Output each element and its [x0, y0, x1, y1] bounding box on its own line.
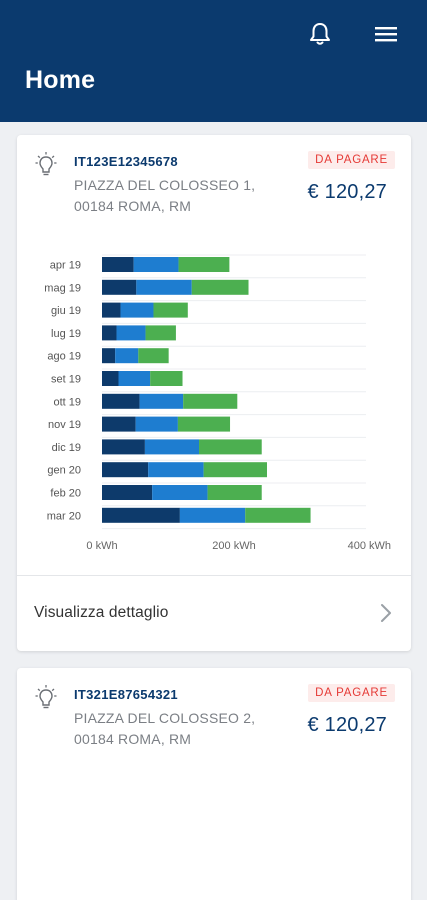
bar-segment: [102, 393, 140, 409]
bar-segment: [102, 439, 145, 455]
bar-segment: [245, 507, 311, 523]
bar-segment: [144, 439, 200, 455]
status-badge: DA PAGARE: [308, 151, 395, 169]
bar-segment: [191, 279, 249, 295]
category-label: ago 19: [47, 351, 81, 363]
category-label: feb 20: [50, 488, 81, 500]
pod-code: IT321E87654321: [74, 687, 178, 702]
category-label: apr 19: [50, 260, 81, 272]
supply-card[interactable]: IT321E87654321 PIAZZA DEL COLOSSEO 2, 00…: [17, 668, 411, 900]
bar-segment: [115, 348, 139, 364]
view-detail-label: Visualizza dettaglio: [34, 604, 169, 621]
category-label: lug 19: [51, 328, 81, 340]
bar-segment: [153, 302, 188, 318]
bar-segment: [183, 393, 238, 409]
category-label: mag 19: [44, 282, 81, 294]
amount-due: € 120,27: [307, 714, 387, 736]
status-badge: DA PAGARE: [308, 684, 395, 702]
amount-due: € 120,27: [307, 181, 387, 203]
bar-segment: [179, 507, 246, 523]
bar-segment: [138, 348, 169, 364]
bar-segment: [120, 302, 154, 318]
address-line-2: 00184 ROMA, RM: [74, 198, 192, 214]
bar-segment: [199, 439, 262, 455]
menu-button[interactable]: [372, 20, 400, 48]
consumption-chart-svg: apr 19 mag 19 giu 19 lug 19 ago 19 set 19 ott …: [44, 254, 391, 552]
bar-segment: [102, 302, 121, 318]
bell-icon: [310, 23, 330, 45]
supply-card[interactable]: IT123E12345678 PIAZZA DEL COLOSSEO 1, 00…: [17, 135, 411, 651]
lightbulb-icon: [35, 152, 57, 176]
bar-segment: [102, 462, 149, 478]
consumption-chart: apr 19 mag 19 giu 19 lug 19 ago 19 set 19 ott …: [17, 245, 411, 555]
x-tick-label: 400 kWh: [348, 540, 391, 552]
bar-segment: [102, 507, 180, 523]
app-header: Home: [0, 0, 427, 122]
bar-segment: [152, 485, 208, 500]
bar-segment: [178, 257, 230, 272]
category-label: gen 20: [47, 465, 81, 477]
bar-segment: [102, 485, 153, 500]
category-label: giu 19: [51, 305, 81, 317]
category-label: nov 19: [48, 419, 81, 431]
bar-segment: [118, 371, 151, 386]
bar-segment: [203, 462, 267, 478]
bar-segment: [116, 325, 146, 341]
category-label: dic 19: [52, 442, 81, 454]
bar-segment: [102, 371, 119, 386]
bar-segment: [139, 393, 184, 409]
lightbulb-icon: [35, 685, 57, 709]
bar-segment: [207, 485, 262, 500]
bar-segment: [102, 416, 136, 432]
notifications-button[interactable]: [306, 20, 334, 48]
page-title: Home: [25, 66, 96, 94]
bar-segment: [177, 416, 231, 432]
address-line-2: 00184 ROMA, RM: [74, 731, 192, 747]
bar-segment: [150, 371, 183, 386]
category-label: mar 20: [47, 510, 81, 522]
divider: [17, 575, 411, 576]
chevron-right-icon: [381, 604, 391, 622]
address-line-1: PIAZZA DEL COLOSSEO 1,: [74, 177, 256, 193]
bar-segment: [145, 325, 176, 341]
bar-segment: [102, 325, 117, 341]
bar-segment: [133, 257, 179, 272]
category-label: set 19: [51, 374, 81, 386]
bar-segment: [148, 462, 204, 478]
bar-segment: [135, 416, 178, 432]
x-tick-label: 200 kWh: [212, 540, 255, 552]
bar-segment: [102, 348, 116, 364]
category-label: ott 19: [53, 396, 81, 408]
bar-segment: [136, 279, 192, 295]
hamburger-menu-icon: [375, 27, 397, 42]
view-detail-button[interactable]: Visualizza dettaglio: [17, 576, 411, 651]
bar-segment: [102, 279, 137, 295]
x-tick-label: 0 kWh: [86, 540, 117, 552]
pod-code: IT123E12345678: [74, 154, 178, 169]
address-line-1: PIAZZA DEL COLOSSEO 2,: [74, 710, 256, 726]
bar-segment: [102, 257, 134, 272]
